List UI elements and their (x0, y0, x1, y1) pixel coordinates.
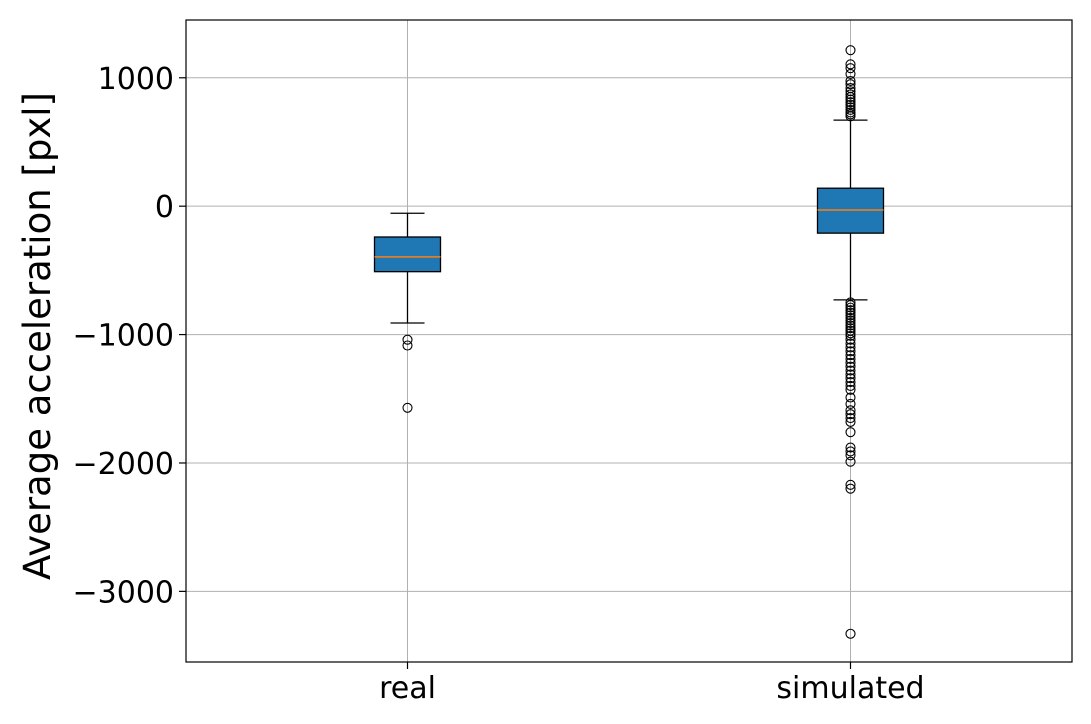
x-tick-label-simulated: simulated (776, 671, 924, 706)
y-ticks: 1000 0 −1000 −2000 −3000 (73, 62, 186, 610)
outlier-point (845, 79, 856, 90)
outlier-point (845, 111, 856, 122)
outlier-point (402, 334, 413, 345)
outlier-point (845, 63, 856, 74)
outlier-point (845, 456, 856, 467)
outlier-point (845, 398, 856, 409)
outlier-point (845, 442, 856, 453)
outlier-point (845, 89, 856, 100)
x-ticks: real simulated (379, 662, 925, 706)
outlier-point (845, 357, 856, 368)
outlier-point (845, 302, 856, 313)
outlier-point (845, 353, 856, 365)
outlier-point (845, 297, 856, 308)
outlier-point (845, 427, 856, 438)
outlier-point (845, 392, 856, 403)
plot-frame (185, 19, 1073, 663)
y-tick-label: −1000 (73, 319, 174, 354)
outlier-point (845, 317, 856, 329)
outlier-point (845, 628, 856, 639)
y-tick-label: 0 (155, 190, 174, 225)
outlier-point (845, 59, 856, 70)
outlier-point (845, 377, 856, 388)
box-simulated (816, 45, 885, 639)
outlier-point (845, 68, 856, 79)
outlier-point (845, 97, 856, 108)
boxes-layer (373, 45, 885, 639)
outlier-point (845, 330, 856, 341)
outlier-point (845, 361, 856, 372)
outlier-point (845, 299, 856, 311)
outlier-point (845, 305, 856, 316)
outlier-point (845, 312, 856, 323)
x-tick-label-real: real (379, 671, 436, 706)
outlier-point (845, 45, 856, 56)
outlier-point (845, 338, 856, 349)
outlier-point (845, 94, 856, 105)
outlier-point (845, 373, 856, 384)
y-tick-label: −3000 (73, 575, 174, 610)
outlier-point (845, 86, 856, 97)
outlier-point (845, 346, 856, 357)
outlier-point (845, 75, 856, 87)
outlier-point (845, 380, 856, 391)
iqr-box (373, 236, 442, 273)
grid-lines (186, 20, 1072, 662)
outlier-point (845, 412, 856, 424)
outlier-point (845, 409, 856, 420)
outlier-point (845, 310, 856, 321)
outlier-point (845, 91, 856, 103)
outlier-point (845, 99, 856, 110)
outlier-point (402, 402, 413, 413)
outlier-point (845, 446, 856, 457)
outlier-point (845, 320, 856, 331)
outlier-point (845, 104, 856, 115)
outlier-point (845, 315, 856, 326)
outlier-point (845, 369, 856, 380)
outlier-point (845, 479, 856, 490)
y-tick-label: 1000 (98, 62, 174, 97)
outlier-point (845, 350, 856, 361)
outlier-point (845, 416, 856, 427)
outlier-point (845, 328, 856, 339)
outlier-point (845, 483, 856, 494)
outlier-point (402, 340, 413, 351)
outlier-point (845, 307, 856, 318)
outlier-point (845, 450, 856, 461)
outlier-point (845, 384, 856, 395)
outlier-point (845, 342, 856, 353)
outlier-point (845, 365, 856, 376)
y-tick-label: −2000 (73, 447, 174, 482)
outlier-point (845, 323, 856, 334)
box-real (373, 212, 442, 413)
y-axis-label: Average acceleration [pxl] (16, 92, 59, 580)
outlier-point (845, 334, 856, 345)
outlier-point (845, 405, 856, 416)
